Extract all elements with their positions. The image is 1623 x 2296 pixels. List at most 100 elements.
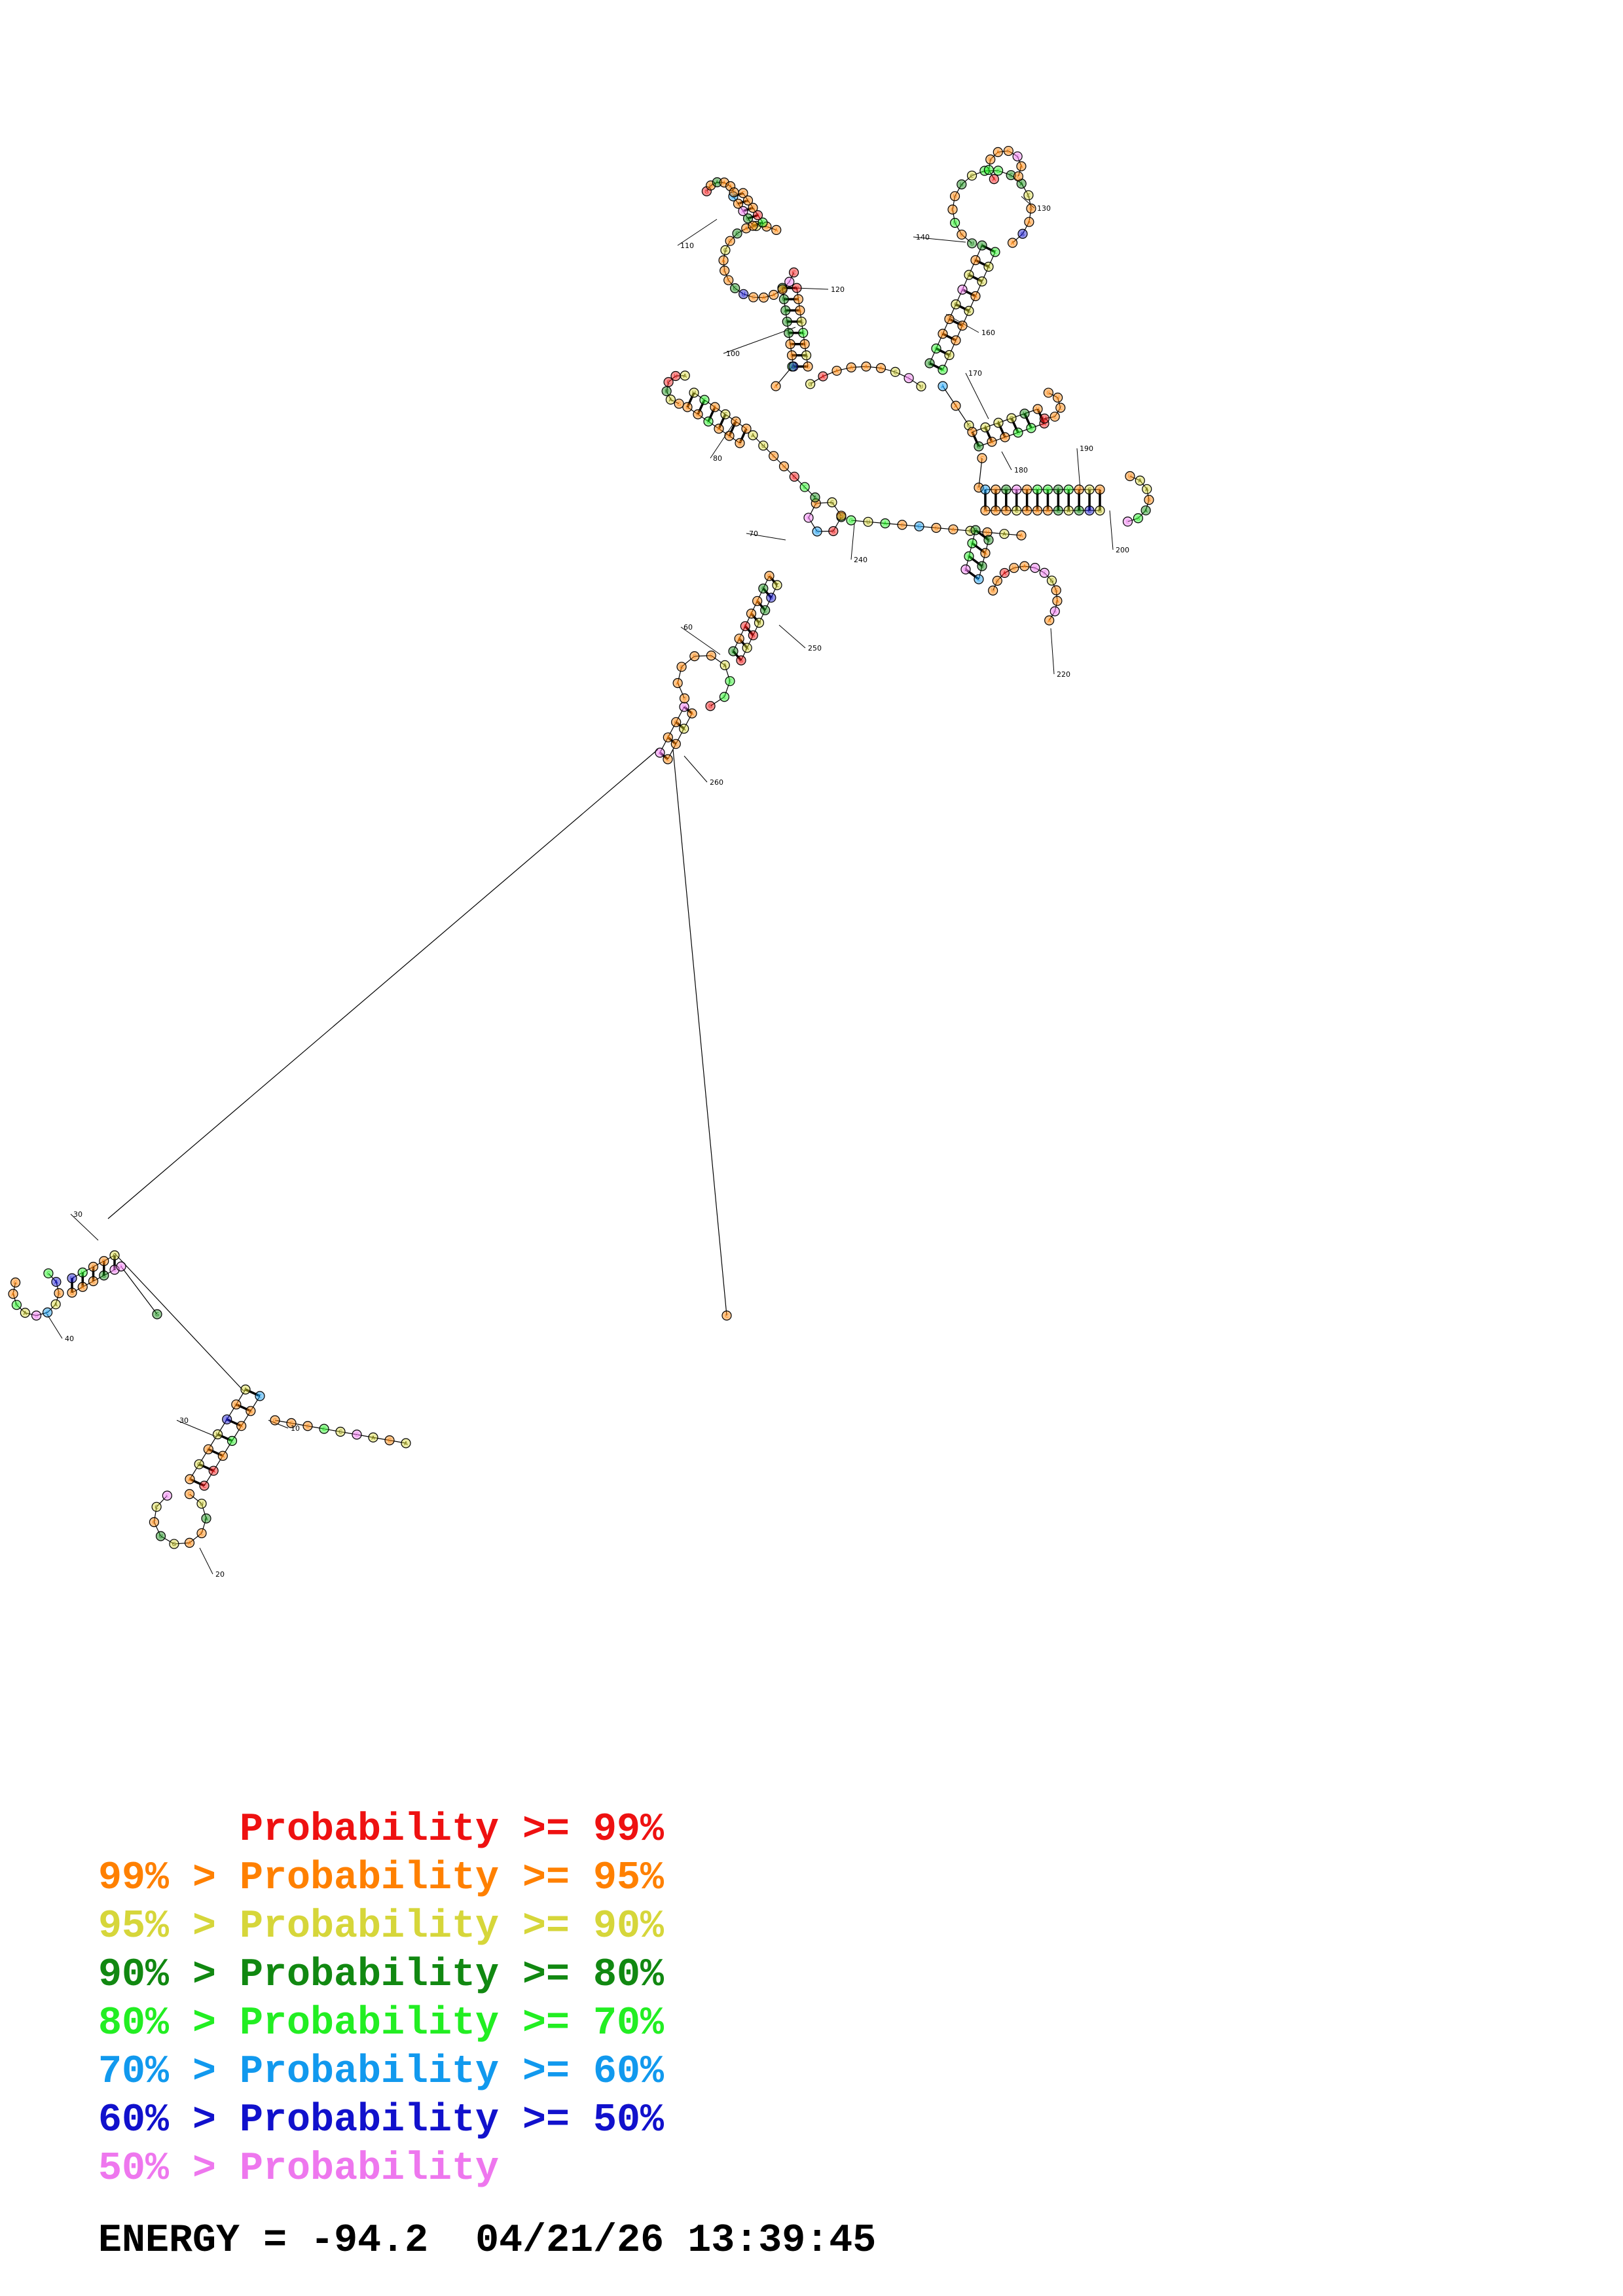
backbone-segment	[808, 517, 818, 532]
backbone-segment	[836, 367, 852, 372]
base-pair	[683, 706, 693, 715]
nucleotide: U	[916, 381, 926, 391]
nucleotide: C	[1023, 190, 1034, 200]
base-pair	[737, 199, 749, 205]
nucleotide: U	[777, 284, 788, 295]
nucleotide: G	[1013, 427, 1023, 438]
backbone-segment	[965, 556, 970, 570]
backbone-segment	[743, 293, 754, 298]
nucleotide: A	[758, 293, 769, 303]
backbone-segment	[784, 466, 795, 477]
svg-text:A: A	[54, 1280, 58, 1285]
backbone-segment	[733, 638, 740, 652]
nucleotide: A	[746, 608, 757, 619]
nucleotide: U	[212, 1429, 223, 1440]
nucleotide: G	[789, 471, 799, 482]
nucleotide: U	[836, 511, 847, 521]
nucleotide: G	[1049, 606, 1060, 617]
nucleotide: U	[231, 1399, 242, 1410]
nucleotide: A	[1135, 475, 1145, 486]
nucleotide: G	[270, 1415, 280, 1426]
backbone-segment	[735, 421, 747, 429]
nucleotide: U	[980, 484, 991, 495]
svg-text:G: G	[1136, 516, 1140, 522]
svg-text:A: A	[1020, 181, 1024, 187]
backbone-segment	[48, 1273, 57, 1282]
nucleotide: U	[742, 213, 754, 224]
nucleotide: C	[663, 377, 674, 387]
backbone-segment	[198, 1449, 209, 1465]
nucleotide: G	[169, 1539, 179, 1549]
nucleotide: C	[772, 580, 782, 590]
svg-text:C: C	[967, 554, 971, 560]
legend-lower-bound: 50%	[98, 2147, 170, 2191]
svg-text:C: C	[685, 404, 689, 410]
svg-text:U: U	[70, 1276, 74, 1282]
svg-text:C: C	[702, 397, 706, 403]
legend-upper-bound: 80%	[593, 1953, 665, 1998]
legend-ge-sign: >=	[522, 2098, 570, 2143]
nucleotide: G	[812, 526, 822, 537]
backbone-segment	[710, 696, 725, 707]
legend-label: Probability	[240, 1905, 500, 1949]
backbone-segment	[975, 245, 983, 260]
nucleotide: G	[803, 361, 813, 372]
backbone-segment	[389, 1440, 407, 1444]
svg-text:A: A	[666, 735, 670, 741]
nucleotide: C	[689, 651, 700, 662]
svg-text:C: C	[1004, 508, 1008, 514]
backbone-segment	[773, 456, 784, 467]
backbone-segment	[36, 1312, 48, 1316]
nucleotide: U	[758, 440, 769, 451]
backbone-segment	[1055, 590, 1058, 601]
svg-text:C: C	[674, 742, 678, 747]
svg-text:G: G	[102, 1273, 106, 1279]
svg-text:A: A	[813, 495, 817, 501]
index-label: 260	[710, 778, 723, 787]
svg-text:C: C	[1053, 414, 1057, 420]
backbone-segment	[765, 597, 772, 611]
nucleotide: U	[689, 387, 699, 398]
nucleotide: A	[222, 1414, 232, 1425]
svg-text:G: G	[751, 633, 755, 639]
svg-text:G: G	[322, 1426, 326, 1432]
svg-text:U: U	[234, 1402, 238, 1408]
base-pair	[659, 751, 669, 761]
backbone-segment	[47, 1304, 56, 1313]
backbone-segment	[1017, 156, 1022, 167]
legend-gt-sign: >	[192, 1856, 217, 1901]
nucleotide: G	[720, 245, 731, 255]
svg-text:A: A	[750, 611, 754, 617]
timestamp-time: 13:39:45	[687, 2219, 877, 2263]
svg-text:U: U	[159, 1534, 163, 1539]
index-label: 10	[291, 1424, 300, 1433]
svg-text:G: G	[977, 444, 981, 450]
index-leader-line	[1076, 448, 1081, 490]
backbone-segment	[1057, 397, 1061, 408]
index-label: 240	[854, 556, 867, 564]
backbone-segment	[1049, 611, 1055, 621]
index-label: 180	[1014, 466, 1028, 475]
svg-text:U: U	[1043, 416, 1047, 422]
nucleotide: A	[236, 1421, 247, 1431]
nucleotide: C	[88, 1261, 99, 1272]
index-leader-line	[199, 1547, 213, 1575]
svg-text:C: C	[92, 1279, 96, 1285]
nucleotide: G	[671, 717, 682, 727]
svg-text:A: A	[974, 294, 977, 300]
base-pair	[667, 736, 677, 745]
backbone-segment	[968, 543, 973, 557]
backbone-segment	[975, 281, 983, 296]
nucleotide: G	[1006, 413, 1017, 423]
nucleotide: G	[846, 515, 856, 526]
nucleotide: U	[778, 461, 790, 472]
svg-text:C: C	[761, 586, 765, 592]
backbone-segment	[1004, 567, 1015, 573]
nucleotide: A	[948, 524, 958, 535]
svg-text:G: G	[995, 578, 999, 584]
svg-text:G: G	[761, 220, 765, 226]
nucleotide: C	[1049, 411, 1060, 422]
base-pair	[728, 421, 737, 437]
nucleotide: A	[663, 732, 673, 743]
nucleotide: A	[734, 634, 744, 644]
